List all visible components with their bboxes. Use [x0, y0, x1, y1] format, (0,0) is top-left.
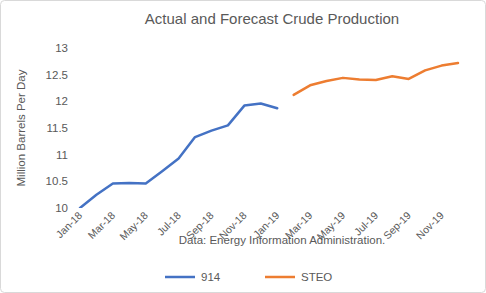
legend-key	[265, 276, 295, 279]
y-axis-label: Million Barrels Per Day	[15, 69, 27, 186]
y-tick-label: 10	[55, 202, 68, 214]
x-tick-label: Nov-19	[414, 209, 447, 242]
plot-area	[80, 63, 458, 208]
series-line	[80, 103, 277, 208]
x-tick-label: Jan-18	[53, 209, 84, 240]
y-tick-label: 13	[55, 42, 68, 54]
title: Actual and Forecast Crude Production	[145, 10, 399, 27]
chart-border	[1, 1, 486, 293]
x-tick-label: May-18	[117, 209, 150, 242]
legend-label: 914	[201, 271, 221, 283]
y-tick-label: 10.5	[46, 175, 68, 187]
y-tick-label: 11	[56, 149, 68, 161]
x-tick-label: Sep-19	[381, 209, 414, 242]
y-tick-label: 11.5	[46, 122, 68, 134]
y-tick-label: 12.5	[46, 69, 68, 81]
legend-label: STEO	[301, 271, 332, 283]
x-tick-label: Mar-18	[85, 209, 117, 241]
series-line	[294, 63, 458, 95]
chart: Actual and Forecast Crude Production Mill…	[0, 0, 486, 293]
y-tick-label: 12	[55, 95, 68, 107]
legend-key	[165, 276, 195, 279]
annotation: Data: Energy Information Administration.	[179, 234, 385, 246]
